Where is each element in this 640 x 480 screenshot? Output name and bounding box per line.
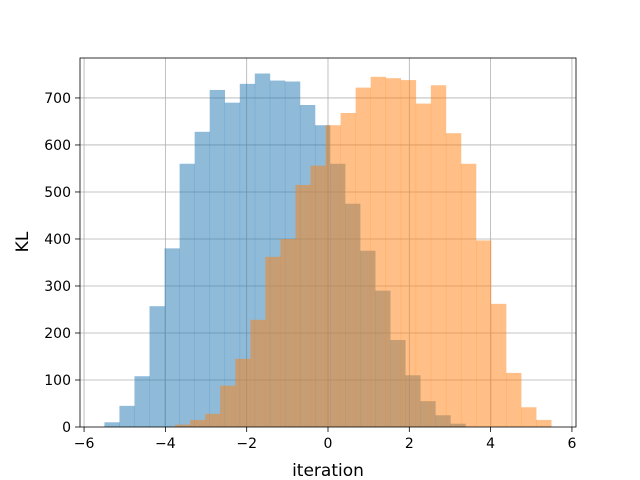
histogram-bar-series-2 xyxy=(220,385,236,427)
histogram-bar-series-1 xyxy=(104,422,120,427)
y-tick-label: 300 xyxy=(44,279,71,295)
histogram-bar-series-2 xyxy=(325,125,341,427)
x-tick-label: 6 xyxy=(567,436,576,452)
bars xyxy=(104,73,552,428)
x-tick-label: 0 xyxy=(324,436,333,452)
x-tick-label: 4 xyxy=(486,436,495,452)
histogram-bar-series-2 xyxy=(385,78,402,427)
histogram-bar-series-2 xyxy=(235,358,251,427)
x-tick-label: 2 xyxy=(405,436,414,452)
histogram-bar-series-2 xyxy=(415,103,432,427)
histogram-bar-series-2 xyxy=(460,163,477,427)
histogram-bar-series-2 xyxy=(536,419,552,427)
histogram-bar-series-2 xyxy=(295,184,311,427)
x-axis-label: iteration xyxy=(292,461,364,480)
histogram-bar-series-2 xyxy=(491,303,507,427)
histogram-bar-series-2 xyxy=(190,419,206,427)
histogram-bar-series-1 xyxy=(194,131,210,428)
histogram-bar-series-2 xyxy=(475,240,492,427)
y-tick-label: 700 xyxy=(44,91,71,107)
y-tick-label: 0 xyxy=(62,420,71,436)
y-tick-label: 200 xyxy=(44,326,71,342)
ticks: −6 −4 −2 0 2 4 6 0 100 200 300 400 500 600 700 xyxy=(44,91,576,452)
histogram-bar-series-2 xyxy=(205,413,221,427)
histogram-bar-series-2 xyxy=(400,80,417,428)
histogram-bar-series-1 xyxy=(149,306,165,427)
histogram-bar-series-1 xyxy=(119,405,135,427)
histogram-bar-series-1 xyxy=(209,89,226,428)
x-tick-label: −6 xyxy=(74,436,95,452)
y-tick-label: 600 xyxy=(44,138,71,154)
histogram-bar-series-2 xyxy=(430,85,447,427)
histogram-bar-series-2 xyxy=(521,407,537,427)
histogram-bar-series-2 xyxy=(506,372,522,427)
histogram-bar-series-2 xyxy=(445,133,462,427)
y-axis-label: KL xyxy=(13,231,33,252)
histogram-bar-series-1 xyxy=(179,163,195,427)
histogram-bar-series-2 xyxy=(265,256,281,427)
histogram-bar-series-2 xyxy=(340,112,356,428)
x-tick-label: −4 xyxy=(155,436,176,452)
histogram-bar-series-1 xyxy=(134,376,150,427)
histogram-bar-series-1 xyxy=(224,102,241,427)
y-tick-label: 500 xyxy=(44,185,71,201)
histogram-bar-series-2 xyxy=(355,87,371,427)
histogram-bar-series-2 xyxy=(310,165,326,427)
histogram-bar-series-2 xyxy=(250,319,266,427)
histogram-bar-series-2 xyxy=(280,238,296,427)
histogram-bar-series-2 xyxy=(370,76,387,427)
y-tick-label: 100 xyxy=(44,373,71,389)
x-tick-label: −2 xyxy=(236,436,257,452)
y-tick-label: 400 xyxy=(44,232,71,248)
histogram-bar-series-1 xyxy=(164,248,180,427)
histogram-bar-series-2 xyxy=(175,424,191,427)
